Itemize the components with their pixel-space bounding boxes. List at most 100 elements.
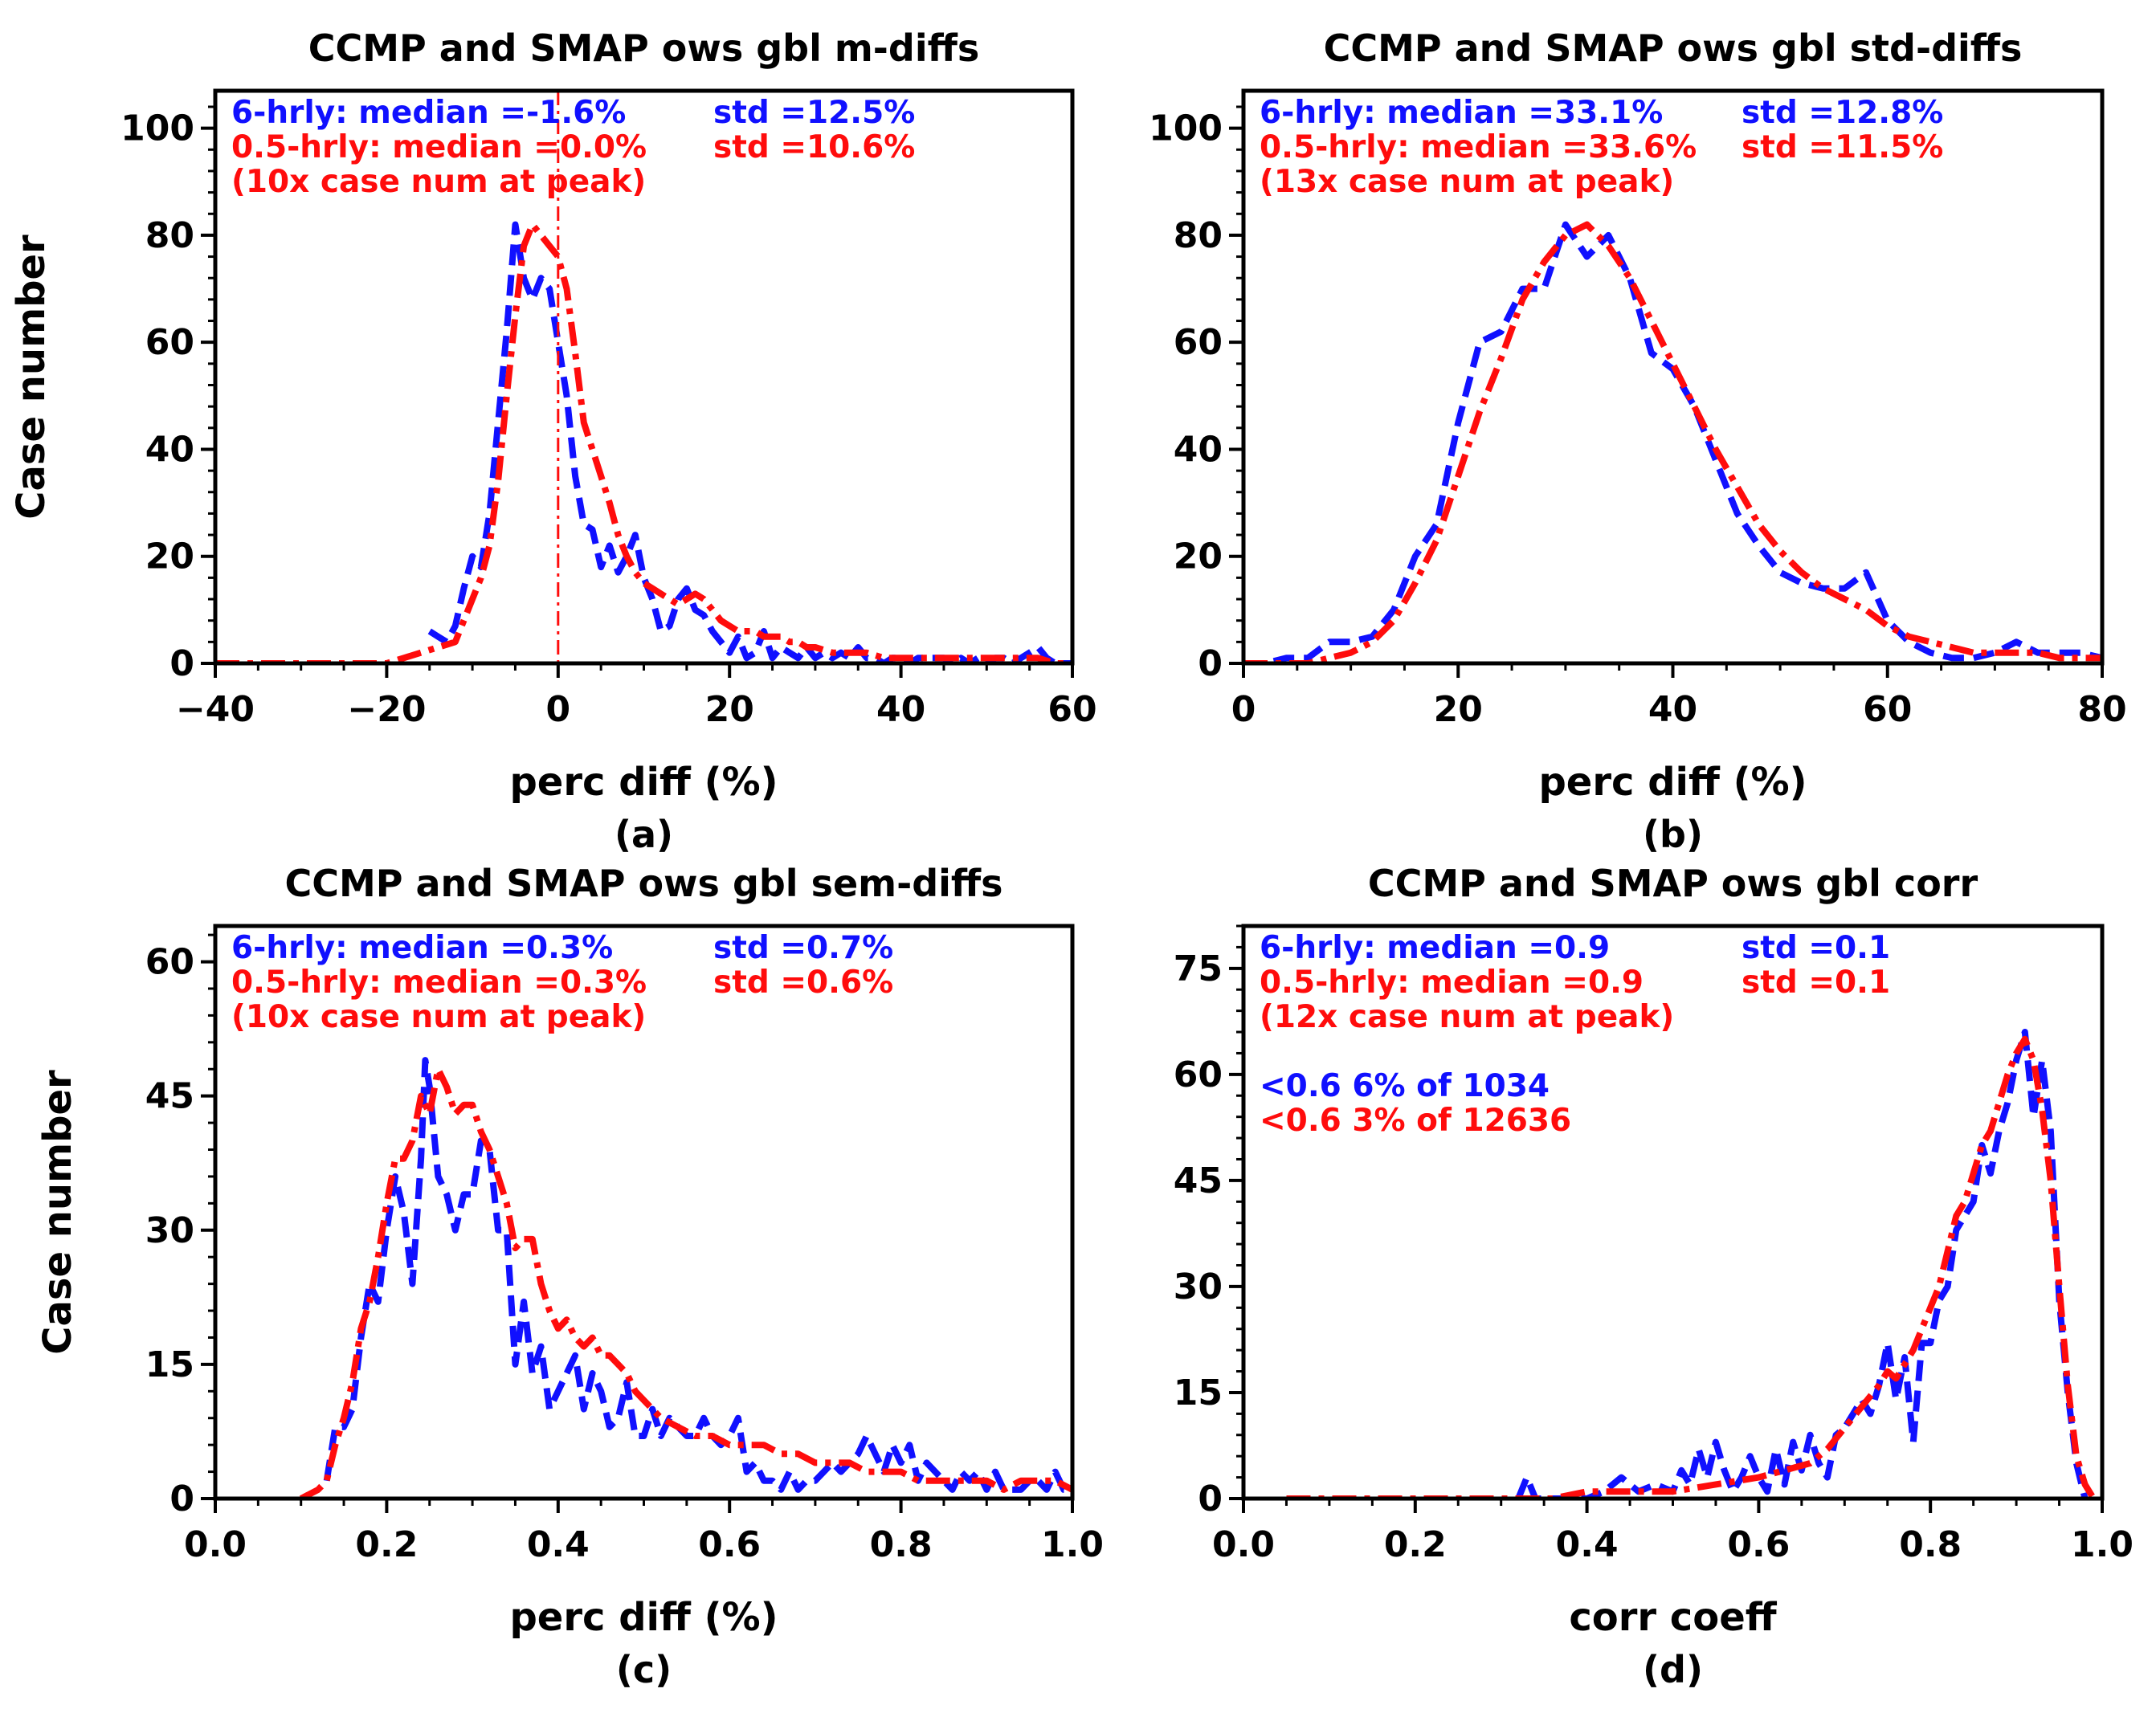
stat-annotation: (10x case num at peak) — [231, 164, 646, 200]
y-tick-label: 20 — [1174, 536, 1223, 577]
plot-frame — [1241, 924, 2105, 1501]
y-tick-label: 100 — [120, 108, 194, 149]
y-tick-label: 15 — [1174, 1373, 1223, 1413]
y-tick-label: 20 — [145, 536, 194, 577]
x-tick-label: 0.6 — [698, 1524, 761, 1565]
y-tick-label: 15 — [145, 1344, 194, 1385]
y-tick-label: 0 — [169, 1479, 194, 1519]
y-tick-label: 30 — [1174, 1266, 1223, 1307]
x-tick-label: 0.6 — [1727, 1524, 1790, 1565]
stat-annotation: std =0.7% — [713, 930, 893, 966]
y-tick-label: 60 — [145, 322, 194, 363]
x-tick-label: 0.4 — [1556, 1524, 1619, 1565]
plot-frame — [213, 924, 1075, 1501]
x-tick-label: 0.0 — [1212, 1524, 1275, 1565]
y-tick-label: 80 — [145, 215, 194, 256]
x-axis-label: perc diff (%) — [509, 760, 778, 805]
y-tick-label: 45 — [1174, 1160, 1223, 1201]
y-tick-label: 0 — [1198, 643, 1223, 684]
y-tick-label: 80 — [1174, 215, 1223, 256]
stat-annotation: std =12.5% — [713, 95, 915, 131]
stat-annotation: std =0.1 — [1742, 965, 1890, 1001]
y-axis-label: Case number — [35, 1070, 80, 1355]
stat-annotation: 0.5-hrly: median =0.0% — [231, 129, 647, 165]
stat-annotation: (12x case num at peak) — [1260, 999, 1674, 1035]
chart-panel-4: CCMP and SMAP ows gbl corr 0.0 0.2 0.4 0.6 0.… — [1174, 862, 2134, 1691]
x-tick-label: 0.8 — [870, 1524, 933, 1565]
y-tick-label: 60 — [1174, 1054, 1223, 1095]
stat-annotation: 6-hrly: median =-1.6% — [231, 95, 626, 131]
stat-annotation: std =10.6% — [713, 129, 915, 165]
stat-annotation: 6-hrly: median =0.3% — [231, 930, 613, 966]
stat-annotation: std =11.5% — [1742, 129, 1943, 165]
series-group — [1243, 221, 2102, 663]
stat-annotation: (13x case num at peak) — [1260, 164, 1674, 200]
stat-annotation: 0.5-hrly: median =0.9 — [1260, 965, 1644, 1001]
panel-label: (a) — [615, 813, 673, 856]
x-axis-label: perc diff (%) — [509, 1595, 778, 1640]
x-tick-label: −20 — [347, 689, 426, 730]
stat-annotation: 0.5-hrly: median =33.6% — [1260, 129, 1697, 165]
series-line-6-hrly — [323, 1057, 1072, 1493]
y-tick-label: 60 — [145, 942, 194, 983]
x-tick-label: 20 — [1434, 689, 1483, 730]
stat-annotation: std =0.1 — [1742, 930, 1890, 966]
x-tick-label: 0.2 — [355, 1524, 418, 1565]
x-tick-label: 40 — [1648, 689, 1697, 730]
y-tick-label: 30 — [145, 1210, 194, 1251]
series-group — [299, 1057, 1072, 1499]
y-tick-label: 45 — [145, 1076, 194, 1117]
series-line-6-hrly — [1243, 221, 2102, 663]
x-tick-label: 0.0 — [184, 1524, 247, 1565]
y-tick-label: 60 — [1174, 322, 1223, 363]
x-tick-label: 1.0 — [1041, 1524, 1104, 1565]
panel-label: (b) — [1643, 813, 1703, 856]
series-line-0.5-hrly — [215, 221, 1072, 663]
series-line-0.5-hrly — [1286, 1035, 2097, 1499]
series-line-0.5-hrly — [1243, 221, 2102, 663]
x-tick-label: 60 — [1863, 689, 1912, 730]
x-tick-label: 0.8 — [1899, 1524, 1962, 1565]
x-tick-label: 60 — [1047, 689, 1096, 730]
chart-panel-2: CCMP and SMAP ows gbl std-diffs 0 20 40 60 80… — [1149, 27, 2126, 856]
stat-annotation: (10x case num at peak) — [231, 999, 646, 1035]
y-tick-label: 40 — [145, 429, 194, 470]
x-tick-label: 0.2 — [1384, 1524, 1447, 1565]
y-tick-label: 40 — [1174, 429, 1223, 470]
series-group — [215, 221, 1072, 663]
plot-frame — [213, 88, 1075, 666]
chart-panel-3: CCMP and SMAP ows gbl sem-diffs 0.0 0.2 0.4… — [35, 862, 1104, 1691]
series-group — [1286, 1029, 2097, 1499]
x-axis-label: corr coeff — [1569, 1595, 1777, 1640]
chart-panel-1: CCMP and SMAP ows gbl m-diffs −40 −20 0 20 40… — [9, 27, 1097, 856]
y-tick-label: 0 — [1198, 1479, 1223, 1519]
stat-annotation: 6-hrly: median =0.9 — [1260, 930, 1610, 966]
y-tick-label: 75 — [1174, 948, 1223, 989]
stat-annotation: <0.6 6% of 1034 — [1260, 1068, 1550, 1104]
series-line-6-hrly — [1515, 1029, 2089, 1499]
stat-annotation: std =12.8% — [1742, 95, 1943, 131]
stat-annotation: 0.5-hrly: median =0.3% — [231, 965, 647, 1001]
y-tick-label: 100 — [1149, 108, 1223, 149]
x-tick-label: 20 — [705, 689, 754, 730]
stat-annotation: 6-hrly: median =33.1% — [1260, 95, 1663, 131]
series-line-6-hrly — [427, 221, 1072, 663]
series-line-0.5-hrly — [299, 1066, 1072, 1499]
chart-title: CCMP and SMAP ows gbl std-diffs — [1324, 27, 2023, 70]
x-tick-label: 40 — [876, 689, 925, 730]
panel-label: (c) — [616, 1648, 672, 1691]
x-tick-label: 0 — [545, 689, 570, 730]
x-tick-label: 0.4 — [527, 1524, 590, 1565]
x-tick-label: 0 — [1231, 689, 1256, 730]
chart-title: CCMP and SMAP ows gbl corr — [1368, 862, 1978, 905]
plot-frame — [1241, 88, 2105, 666]
stat-annotation: <0.6 3% of 12636 — [1260, 1103, 1571, 1139]
y-tick-label: 0 — [169, 643, 194, 684]
panel-label: (d) — [1643, 1648, 1703, 1691]
chart-title: CCMP and SMAP ows gbl sem-diffs — [284, 862, 1002, 905]
x-axis-label: perc diff (%) — [1538, 760, 1807, 805]
x-tick-label: 1.0 — [2071, 1524, 2134, 1565]
chart-title: CCMP and SMAP ows gbl m-diffs — [308, 27, 979, 70]
